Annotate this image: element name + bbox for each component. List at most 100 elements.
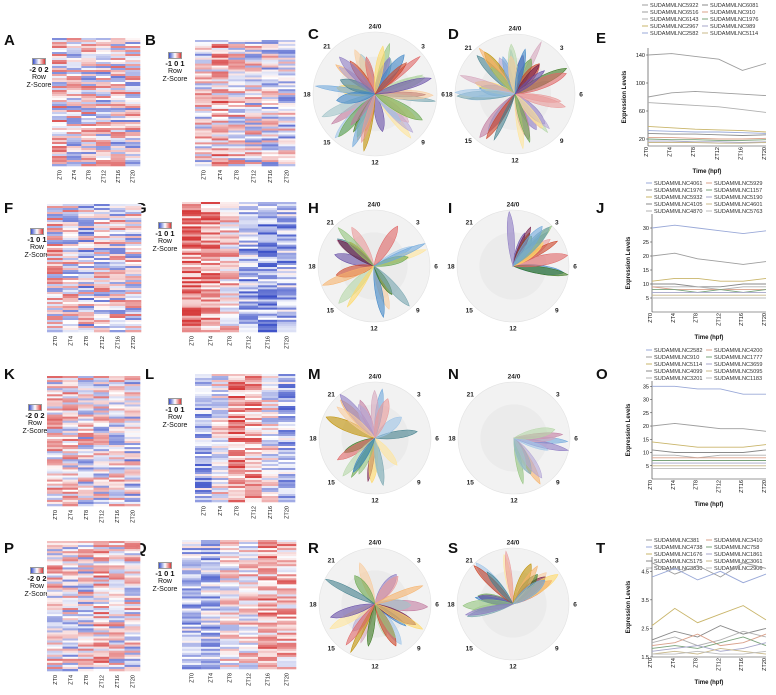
heatmap-cell bbox=[66, 144, 82, 147]
heatmap-cell bbox=[62, 638, 79, 641]
heatmap-cell bbox=[245, 77, 262, 80]
heatmap-cell bbox=[277, 656, 297, 660]
heatmap-cell bbox=[47, 616, 63, 619]
heatmap-cell bbox=[125, 102, 141, 105]
heatmap-cell bbox=[239, 600, 259, 603]
heatmap-cell bbox=[258, 307, 278, 310]
heatmap-cell bbox=[258, 628, 278, 632]
heatmap-cell bbox=[195, 142, 212, 145]
heatmap-cell bbox=[81, 148, 97, 151]
clock-hour-label: 18 bbox=[448, 436, 456, 443]
y-tick-label: 35 bbox=[643, 384, 649, 390]
heatmap-cell bbox=[47, 274, 63, 277]
heatmap-cell bbox=[277, 309, 297, 312]
heatmap-cell bbox=[78, 386, 94, 389]
heatmap-cell bbox=[182, 289, 202, 292]
y-tick-label: 100 bbox=[636, 81, 645, 87]
heatmap-cell bbox=[201, 293, 221, 296]
heatmap-cell bbox=[239, 254, 259, 258]
heatmap-cell bbox=[201, 252, 221, 256]
heatmap-cell bbox=[47, 585, 63, 589]
heatmap-cell bbox=[110, 154, 126, 157]
heatmap-cell bbox=[125, 264, 142, 267]
heatmap-cell bbox=[93, 656, 110, 660]
heatmap-cell bbox=[261, 402, 279, 405]
heatmap-cell bbox=[94, 226, 110, 229]
heatmap-cell bbox=[66, 52, 82, 55]
heatmap-cell bbox=[66, 108, 82, 111]
heatmap-cell bbox=[261, 45, 279, 49]
heatmap-cell bbox=[78, 320, 95, 323]
heatmap-cell bbox=[66, 82, 82, 85]
heatmap-cell bbox=[245, 494, 262, 497]
heatmap-cell bbox=[228, 494, 246, 497]
heatmap-cell bbox=[228, 462, 246, 465]
heatmap-cell bbox=[201, 311, 221, 315]
heatmap-cell bbox=[278, 158, 296, 161]
heatmap-cell bbox=[278, 138, 296, 141]
heatmap-cell bbox=[220, 570, 240, 573]
heatmap-cell bbox=[96, 40, 111, 43]
heatmap-cell bbox=[66, 96, 82, 99]
x-tick-label: ZT12 bbox=[716, 480, 722, 493]
heatmap-cell bbox=[109, 593, 125, 597]
heatmap-cell bbox=[261, 488, 279, 491]
heatmap-cell bbox=[245, 158, 262, 161]
heatmap-cell bbox=[239, 232, 259, 235]
heatmap-cell bbox=[277, 554, 297, 557]
heatmap-cell bbox=[93, 412, 110, 415]
heatmap-column-label: ZT16 bbox=[268, 506, 274, 519]
heatmap-column-label: ZT8 bbox=[235, 170, 241, 180]
heatmap-cell bbox=[195, 478, 212, 481]
heatmap-cell bbox=[201, 632, 221, 636]
heatmap-cell bbox=[201, 250, 221, 254]
heatmap-cell bbox=[94, 312, 110, 315]
heatmap-cell bbox=[109, 585, 125, 589]
heatmap-cell bbox=[93, 559, 110, 562]
heatmap-cell bbox=[110, 106, 126, 109]
heatmap-cell bbox=[47, 430, 63, 434]
heatmap-cell bbox=[78, 485, 94, 489]
heatmap-cell bbox=[52, 142, 67, 145]
heatmap-cell bbox=[239, 658, 259, 662]
heatmap-cell bbox=[220, 289, 240, 292]
heatmap-cell bbox=[182, 267, 202, 270]
heatmap-cell bbox=[228, 478, 246, 481]
heatmap-cell bbox=[195, 120, 212, 123]
heatmap-cell bbox=[93, 648, 110, 651]
heatmap-cell bbox=[195, 75, 212, 78]
heatmap-cell bbox=[81, 60, 97, 63]
heatmap-cell bbox=[201, 204, 221, 207]
rhythm-petal bbox=[373, 265, 410, 307]
heatmap-cell bbox=[258, 323, 278, 327]
heatmap-cell bbox=[239, 323, 259, 327]
heatmap-cell bbox=[277, 273, 297, 276]
heatmap-cell bbox=[201, 325, 221, 329]
heatmap-cell bbox=[182, 638, 202, 642]
heatmap-cell bbox=[66, 146, 82, 149]
heatmap-cell bbox=[258, 258, 278, 262]
heatmap-cell bbox=[66, 116, 82, 119]
heatmap-cell bbox=[125, 256, 142, 259]
heatmap-cell bbox=[211, 164, 229, 167]
heatmap-cell bbox=[195, 93, 212, 96]
heatmap-cell bbox=[78, 461, 94, 464]
heatmap-cell bbox=[220, 279, 240, 282]
heatmap-cell bbox=[245, 428, 262, 431]
heatmap-cell bbox=[62, 298, 79, 301]
heatmap-cell bbox=[47, 388, 63, 391]
heatmap-cell bbox=[201, 568, 221, 571]
heatmap-cell bbox=[78, 589, 94, 593]
heatmap-cell bbox=[201, 297, 221, 300]
heatmap-cell bbox=[109, 636, 125, 639]
heatmap-cell bbox=[277, 303, 297, 306]
heatmap-cell bbox=[261, 49, 279, 53]
heatmap-cell bbox=[239, 285, 259, 288]
heatmap-cell bbox=[220, 244, 240, 247]
heatmap-cell bbox=[201, 610, 221, 613]
heatmap-cell bbox=[201, 244, 221, 247]
heatmap-cell bbox=[47, 216, 63, 219]
heatmap-cell bbox=[93, 398, 110, 401]
heatmap-cell bbox=[228, 460, 246, 463]
heatmap-cell bbox=[52, 64, 67, 67]
